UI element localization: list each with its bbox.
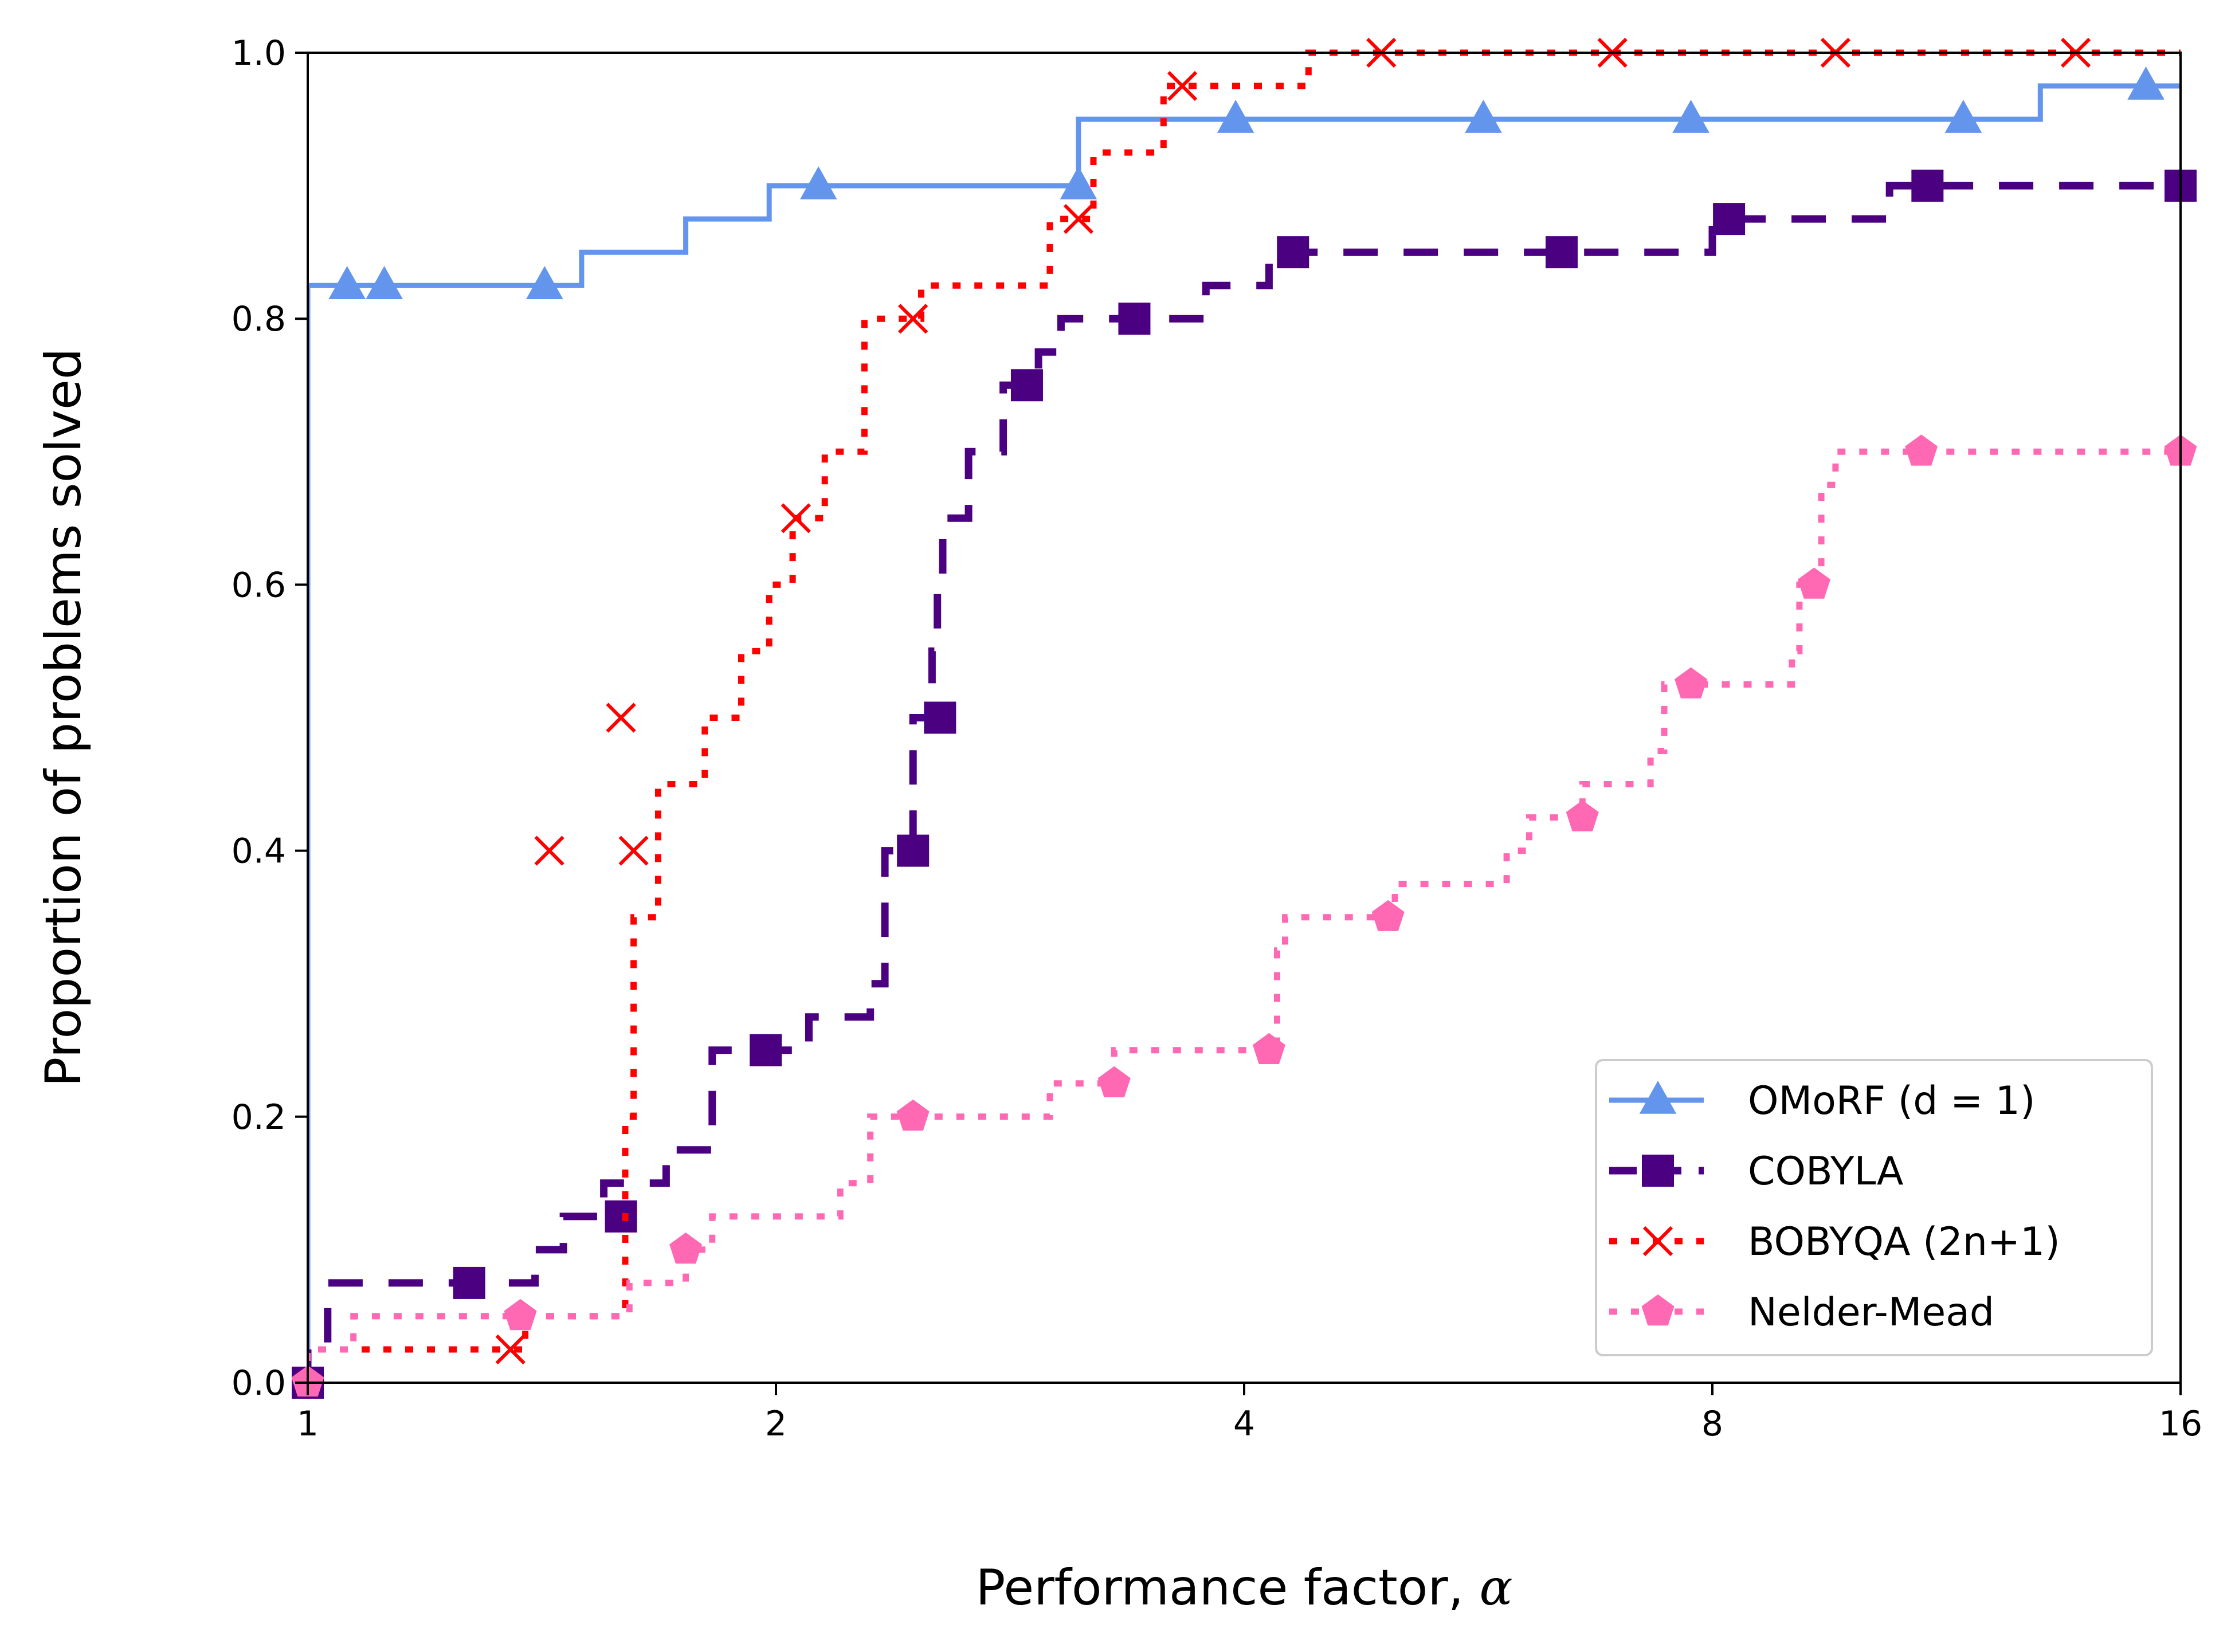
series-line-4 — [308, 448, 2181, 1383]
legend-entry-4: Nelder-Mead — [1609, 1290, 1994, 1335]
series-4-marker-10 — [1797, 567, 1830, 599]
series-1-marker-7 — [1465, 100, 1502, 133]
series-3-marker-1 — [495, 1334, 526, 1365]
series-3-marker-7 — [1063, 204, 1094, 234]
series-2-marker-9 — [1277, 236, 1309, 269]
legend-entry-1: OMoRF (d = 1) — [1609, 1078, 2035, 1124]
x-tick-label-3: 4 — [1233, 1404, 1255, 1444]
legend-label-2: COBYLA — [1748, 1149, 1903, 1194]
series-1-marker-5 — [1060, 166, 1097, 199]
legend-marker-4 — [1641, 1294, 1675, 1326]
series-3-marker-8 — [1167, 70, 1198, 101]
legend-frame — [1595, 1059, 2153, 1356]
series-4-marker-3 — [669, 1232, 703, 1264]
series-3-marker-6 — [898, 304, 928, 334]
legend-label-4: Nelder-Mead — [1748, 1290, 1994, 1335]
series-2-marker-10 — [1545, 236, 1578, 269]
y-axis-title: Proportion of problems solved — [35, 348, 92, 1087]
series-2-marker-5 — [897, 834, 930, 867]
series-2-marker-2 — [453, 1266, 485, 1299]
y-tick-label-5: 0.8 — [232, 299, 286, 339]
series-4-marker-7 — [1371, 900, 1405, 931]
legend-label-1: OMoRF (d = 1) — [1748, 1078, 2035, 1124]
x-tick-label-1: 1 — [297, 1404, 319, 1444]
series-1-marker-3 — [526, 266, 563, 299]
series-2-marker-12 — [1911, 170, 1944, 202]
plot-marks — [291, 37, 2197, 1399]
series-4-marker-8 — [1566, 800, 1599, 831]
series-3-marker-2 — [534, 835, 564, 866]
legend-marker-3 — [1642, 1226, 1673, 1257]
series-3-marker-5 — [781, 503, 811, 533]
series-1-marker-4 — [799, 166, 837, 199]
series-2-marker-11 — [1713, 203, 1746, 236]
series-1 — [308, 66, 2181, 1383]
series-2-marker-7 — [1010, 369, 1043, 402]
series-1-marker-2 — [366, 266, 403, 299]
series-4-marker-6 — [1252, 1033, 1285, 1064]
legend: OMoRF (d = 1) COBYLA BOBYQA (2n+1) Nelder-M… — [1595, 1059, 2153, 1356]
legend-entry-3: BOBYQA (2n+1) — [1609, 1219, 2060, 1265]
y-tick-label-2: 0.2 — [232, 1097, 286, 1137]
series-2-marker-8 — [1118, 303, 1151, 335]
y-tick-label-4: 0.6 — [232, 565, 286, 605]
series-line-1 — [308, 83, 2181, 1383]
series-4-marker-9 — [1675, 667, 1708, 699]
series-1-marker-9 — [1944, 100, 1982, 133]
y-tick-label-1: 0.0 — [232, 1363, 286, 1403]
y-tick-label-3: 0.4 — [232, 831, 286, 872]
legend-marker-1 — [1639, 1081, 1677, 1114]
legend-marker-2 — [1642, 1155, 1674, 1187]
series-4-marker-4 — [896, 1099, 930, 1131]
series-3-marker-4 — [618, 835, 649, 866]
y-tick-label-6: 1.0 — [232, 33, 286, 73]
series-2-marker-3 — [605, 1200, 637, 1233]
series-1-marker-1 — [328, 266, 366, 299]
series-3-marker-3 — [606, 703, 636, 733]
x-axis-title: Performance factor, α — [975, 1559, 1512, 1616]
series-4-marker-2 — [504, 1298, 537, 1331]
legend-label-3: BOBYQA (2n+1) — [1748, 1219, 2060, 1265]
x-tick-label-4: 8 — [1701, 1404, 1723, 1444]
axis-ticks: 1 2 4 8 16 0.0 0.2 0.4 0.6 0.8 1.0 — [232, 33, 2203, 1444]
series-4-marker-11 — [1905, 434, 1938, 466]
series-2-marker-4 — [750, 1034, 782, 1066]
x-tick-label-5: 16 — [2159, 1404, 2202, 1444]
series-2-marker-6 — [924, 701, 956, 734]
x-tick-label-2: 2 — [765, 1404, 787, 1444]
series-1-marker-6 — [1217, 100, 1254, 133]
series-1-marker-10 — [2127, 66, 2165, 100]
series-1-marker-8 — [1672, 100, 1709, 133]
legend-entry-2: COBYLA — [1609, 1149, 1903, 1194]
series-4-marker-5 — [1097, 1066, 1131, 1097]
